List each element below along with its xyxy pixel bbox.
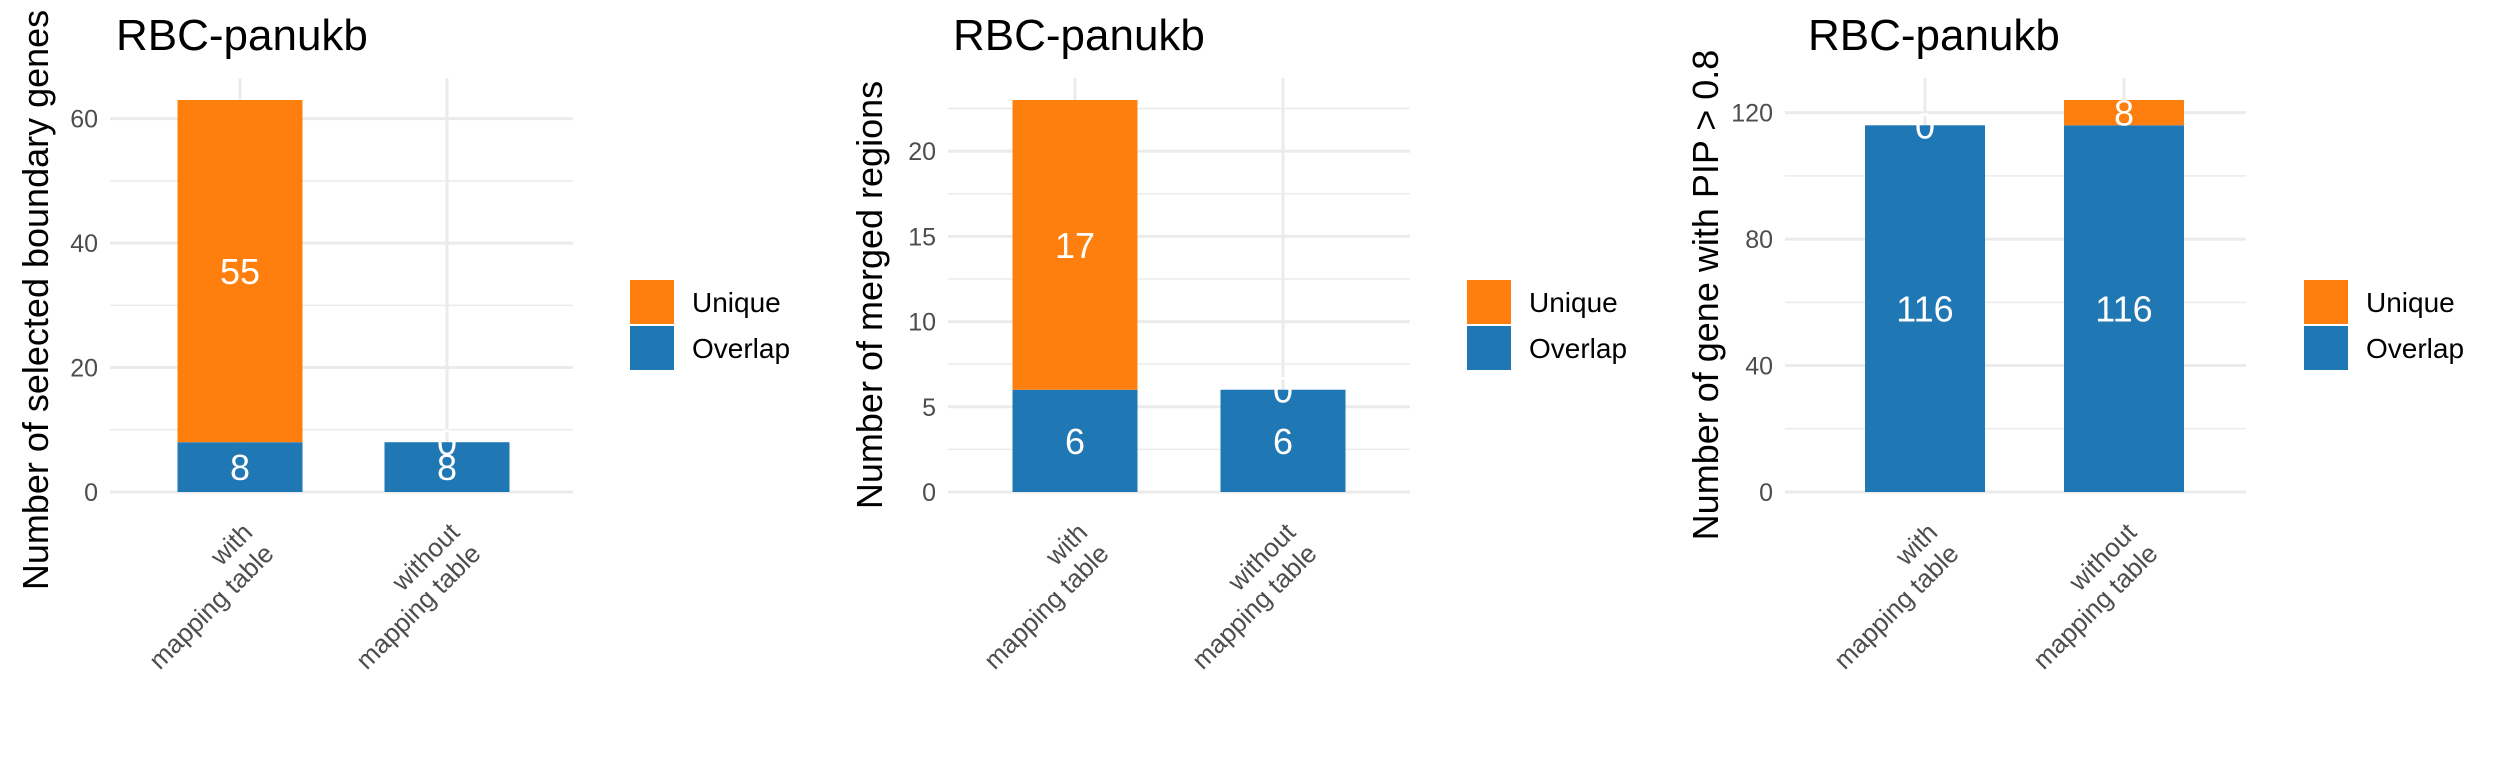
y-tick-label: 120 [1731, 100, 1773, 128]
legend-label: Unique [692, 287, 781, 318]
x-tick-label: withoutmapping table [329, 516, 487, 674]
legend: Unique Overlap [2304, 280, 2464, 370]
data-label-unique: 55 [220, 251, 260, 292]
legend-key-unique [630, 280, 674, 324]
y-tick-label: 80 [1745, 226, 1773, 254]
legend-label: Unique [1529, 287, 1618, 318]
x-tick-label: withmapping table [122, 517, 280, 675]
legend-label: Overlap [692, 333, 790, 364]
bar-overlap [1012, 389, 1138, 492]
data-label-unique: 0 [1915, 105, 1935, 146]
legend: Unique Overlap [630, 280, 790, 370]
legend-key-overlap [1467, 326, 1511, 370]
legend-key-unique [1467, 280, 1511, 324]
y-tick-label: 15 [908, 223, 936, 251]
y-axis-label: Number of selected boundary genes [15, 10, 56, 590]
data-label-overlap: 116 [2095, 289, 2152, 330]
x-tick-label: withoutmapping table [1165, 516, 1323, 674]
chart-panel-2: 0 5 10 15 20 6 17 withmapping table 6 0 withoutmap… [849, 11, 1627, 675]
data-label-unique: 17 [1055, 225, 1095, 266]
y-tick-label: 5 [922, 394, 936, 422]
y-tick-label: 0 [922, 479, 936, 507]
y-axis-label: Number of gene with PIP > 0.8 [1685, 50, 1726, 541]
data-label-unique: 0 [437, 422, 457, 463]
chart-panel-3: 0 40 80 120 116 0 withmapping table 116 8 without… [1685, 11, 2464, 675]
y-tick-label: 60 [70, 106, 98, 134]
bar-overlap [384, 442, 510, 492]
bar-overlap [1220, 389, 1346, 492]
data-label-unique: 8 [2114, 93, 2134, 134]
data-label-overlap: 6 [1273, 421, 1293, 462]
x-tick-label: withmapping table [1807, 517, 1965, 675]
bar-overlap [1865, 125, 1985, 493]
bar-unique [1012, 100, 1138, 390]
x-tick-label: withmapping table [957, 517, 1115, 675]
legend-key-unique [2304, 280, 2348, 324]
legend-label: Overlap [1529, 333, 1627, 364]
chart-title: RBC-panukb [953, 11, 1205, 60]
legend: Unique Overlap [1467, 280, 1627, 370]
data-label-overlap: 6 [1065, 421, 1085, 462]
data-label-unique: 0 [1273, 370, 1293, 411]
y-tick-label: 40 [1745, 353, 1773, 381]
bar-unique [177, 100, 303, 443]
legend-label: Overlap [2366, 333, 2464, 364]
chart-title: RBC-panukb [1808, 11, 2060, 60]
data-label-overlap: 8 [437, 447, 457, 488]
y-tick-label: 0 [84, 479, 98, 507]
y-tick-label: 10 [908, 309, 936, 337]
y-tick-label: 0 [1759, 479, 1773, 507]
y-tick-label: 20 [70, 355, 98, 383]
legend-key-overlap [2304, 326, 2348, 370]
y-tick-label: 20 [908, 138, 936, 166]
bar-overlap [2064, 125, 2184, 493]
y-axis-label: Number of merged regions [849, 81, 890, 509]
bar-overlap [177, 442, 303, 492]
data-label-overlap: 8 [230, 447, 250, 488]
y-tick-label: 40 [70, 230, 98, 258]
bar-unique [2064, 100, 2184, 126]
x-tick-label: withoutmapping table [2006, 516, 2164, 674]
legend-key-overlap [630, 326, 674, 370]
chart-title: RBC-panukb [116, 11, 368, 60]
data-label-overlap: 116 [1896, 289, 1953, 330]
legend-label: Unique [2366, 287, 2455, 318]
